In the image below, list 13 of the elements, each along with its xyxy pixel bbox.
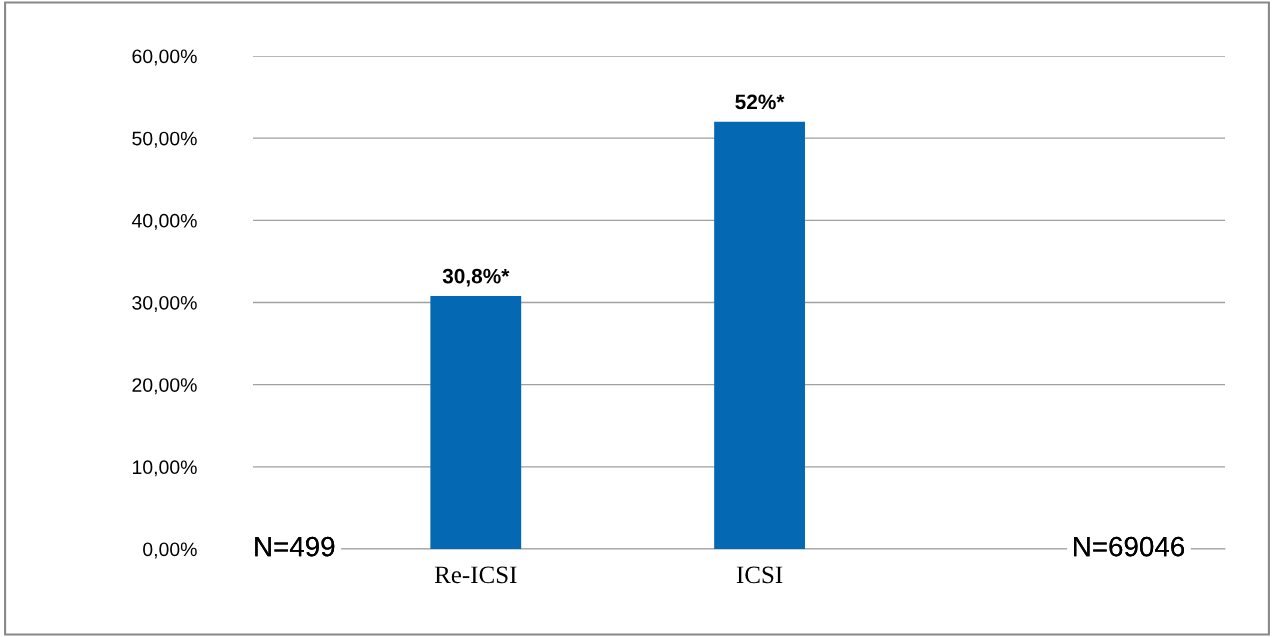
annotation: N=499 (255, 536, 335, 557)
y-tick-label: 40,00% (131, 213, 197, 230)
text: N=69046 (1074, 536, 1185, 557)
y-tick-label: 20,00% (132, 378, 197, 395)
x-tick-label: ICSI (736, 566, 783, 584)
y-tick-label: 0,00% (143, 542, 197, 559)
y-tick-label: 60,00% (132, 49, 197, 66)
data-label: 30,8%* (442, 268, 510, 287)
y-tick-label: 10,00% (132, 460, 197, 477)
y-tick-label: 50,00% (132, 131, 197, 148)
x-tick-label: Re-ICSI (434, 566, 517, 584)
y-tick-label: 30,00% (132, 295, 197, 313)
data-label: 52%* (735, 94, 785, 110)
